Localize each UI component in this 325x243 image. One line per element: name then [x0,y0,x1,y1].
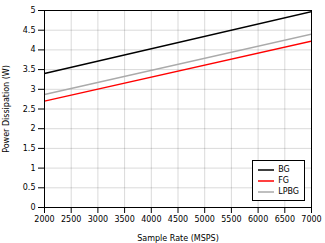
svg-text:2: 2 [30,124,35,133]
svg-text:4.5: 4.5 [23,26,36,35]
svg-text:6000: 6000 [248,215,268,224]
svg-text:Power Dissipation (W): Power Dissipation (W) [2,65,11,153]
svg-text:1: 1 [30,164,35,173]
svg-text:3000: 3000 [88,215,108,224]
svg-text:5500: 5500 [221,215,241,224]
svg-text:4500: 4500 [168,215,188,224]
svg-text:6500: 6500 [275,215,295,224]
html-text:BG: BG [278,165,290,174]
svg-text:5: 5 [30,6,35,15]
svg-text:2000: 2000 [34,215,54,224]
svg-text:3.5: 3.5 [23,65,36,74]
svg-text:4000: 4000 [141,215,161,224]
html-text:LPBG: LPBG [278,187,299,196]
html-text:FG: FG [278,176,289,185]
svg-text:2500: 2500 [61,215,81,224]
svg-text:5000: 5000 [195,215,215,224]
svg-text:Sample Rate (MSPS): Sample Rate (MSPS) [137,234,219,243]
svg-text:0.5: 0.5 [23,183,36,192]
svg-text:0: 0 [30,203,35,212]
svg-text:3500: 3500 [114,215,134,224]
svg-text:3: 3 [30,85,35,94]
svg-text:1.5: 1.5 [23,144,36,153]
svg-text:7000: 7000 [301,215,321,224]
svg-text:2.5: 2.5 [23,105,36,114]
svg-text:4: 4 [30,45,35,54]
